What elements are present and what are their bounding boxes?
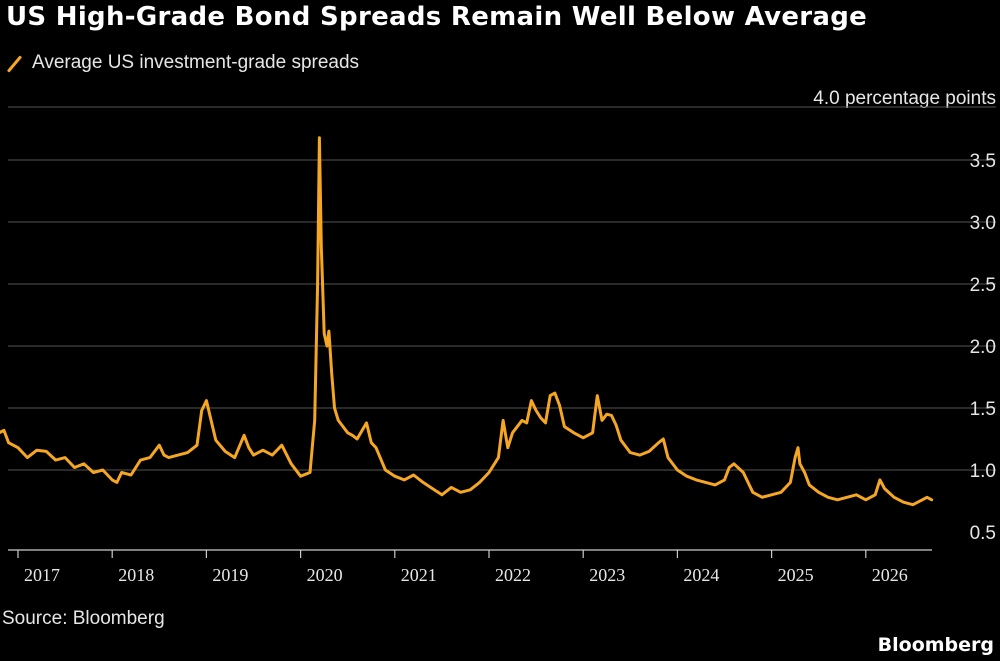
x-tick-label: 2019 xyxy=(212,565,248,585)
y-axis-unit-label: 4.0 percentage points xyxy=(813,88,996,109)
chart-title: US High-Grade Bond Spreads Remain Well B… xyxy=(6,2,868,32)
legend-label: Average US investment-grade spreads xyxy=(32,52,360,73)
x-tick-label: 2025 xyxy=(778,565,814,585)
x-tick-label: 2021 xyxy=(401,565,437,585)
x-tick-label: 2017 xyxy=(24,565,60,585)
y-tick-label: 2.0 xyxy=(970,337,996,358)
y-tick-label: 1.0 xyxy=(970,461,996,482)
x-tick-label: 2020 xyxy=(307,565,343,585)
y-tick-label: 1.5 xyxy=(970,399,996,420)
y-tick-label: 0.5 xyxy=(970,523,996,544)
legend: Average US investment-grade spreads xyxy=(6,50,359,76)
x-tick-label: 2024 xyxy=(683,565,719,585)
x-tick-label: 2026 xyxy=(872,565,908,585)
source-note: Source: Bloomberg xyxy=(2,608,165,629)
y-tick-label: 3.5 xyxy=(970,151,996,172)
y-tick-label: 2.5 xyxy=(970,275,996,296)
x-tick-label: 2018 xyxy=(118,565,154,585)
series-line xyxy=(0,136,934,507)
x-tick-label: 2023 xyxy=(589,565,625,585)
x-tick-label: 2022 xyxy=(495,565,531,585)
brand-logo: Bloomberg xyxy=(877,634,994,656)
y-tick-label: 3.0 xyxy=(970,213,996,234)
